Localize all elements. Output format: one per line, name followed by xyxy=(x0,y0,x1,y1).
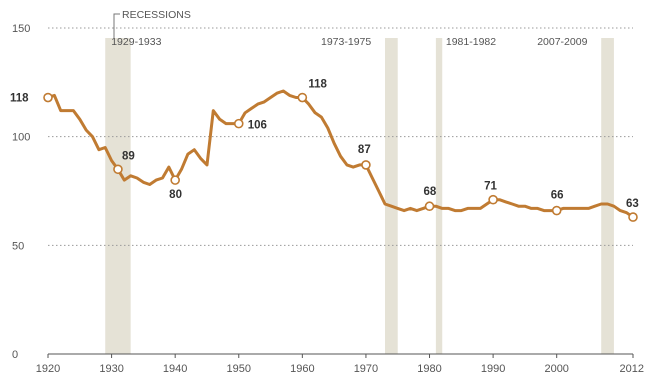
y-tick-label: 150 xyxy=(12,23,30,35)
recession-labels: 1929-1933 1973-1975 1981-1982 2007-2009 xyxy=(111,36,587,48)
x-tick-label: 1970 xyxy=(354,363,378,375)
x-tick-label: 1950 xyxy=(227,363,251,375)
data-marker xyxy=(44,94,52,102)
data-label: 80 xyxy=(169,189,182,201)
data-label: 63 xyxy=(626,198,639,210)
recession-label: 1973-1975 xyxy=(321,36,371,48)
x-tick-label: 1960 xyxy=(290,363,314,375)
data-label: 71 xyxy=(484,181,497,193)
y-axis-ticks: 0 50 100 150 xyxy=(12,23,30,361)
data-label: 68 xyxy=(424,186,437,198)
x-tick-label: 1920 xyxy=(36,363,60,375)
y-tick-label: 100 xyxy=(12,132,30,144)
x-tick-label: 1980 xyxy=(417,363,441,375)
recessions-legend-leader xyxy=(114,14,120,38)
gridlines xyxy=(48,28,633,354)
series-layer xyxy=(48,91,633,217)
recessions-legend: RECESSIONS xyxy=(114,9,191,38)
y-tick-label: 50 xyxy=(12,240,24,252)
data-label: 106 xyxy=(248,120,267,132)
data-label: 118 xyxy=(308,79,327,91)
recession-band xyxy=(601,38,614,354)
data-marker xyxy=(629,213,637,221)
x-tick-label: 2000 xyxy=(544,363,568,375)
x-tick-label: 2012 xyxy=(620,363,644,375)
data-label: 89 xyxy=(122,150,135,162)
data-marker xyxy=(171,176,179,184)
recession-label: 2007-2009 xyxy=(537,36,587,48)
data-marker xyxy=(426,202,434,210)
recession-band xyxy=(385,38,398,354)
data-marker xyxy=(114,165,122,173)
series-line xyxy=(48,91,633,217)
recession-band xyxy=(105,38,130,354)
data-label: 66 xyxy=(551,190,564,202)
data-marker xyxy=(553,207,561,215)
x-axis-ticks: 1920 1930 1940 1950 1960 1970 1980 1990 2000 2012 xyxy=(36,354,644,375)
y-tick-label: 0 xyxy=(12,349,18,361)
data-labels: 118 89 80 106 118 87 68 71 66 63 xyxy=(10,79,639,211)
x-tick-label: 1940 xyxy=(163,363,187,375)
recession-label: 1929-1933 xyxy=(111,36,161,48)
recession-label: 1981-1982 xyxy=(446,36,496,48)
recessions-legend-label: RECESSIONS xyxy=(122,9,191,21)
x-tick-label: 1990 xyxy=(481,363,505,375)
data-marker xyxy=(235,120,243,128)
x-tick-label: 1930 xyxy=(99,363,123,375)
data-marker xyxy=(489,196,497,204)
data-label: 87 xyxy=(358,144,371,156)
data-label: 118 xyxy=(10,93,29,105)
data-marker xyxy=(298,94,306,102)
recession-band xyxy=(436,38,442,354)
data-marker xyxy=(362,161,370,169)
